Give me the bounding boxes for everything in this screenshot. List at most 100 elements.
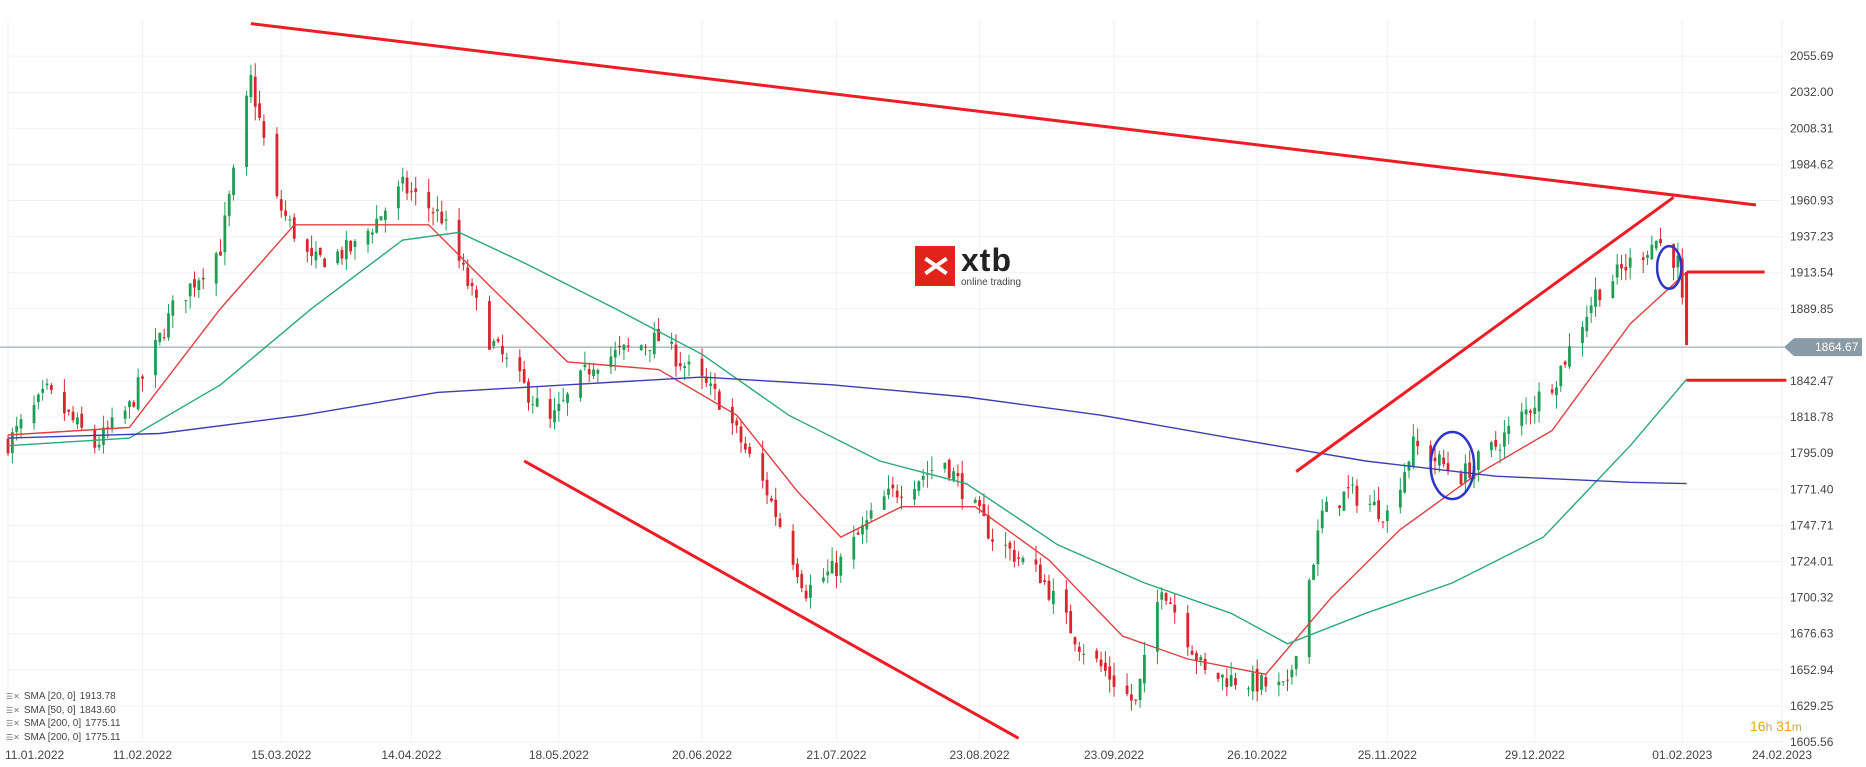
x-tick-label: 11.01.2022 <box>5 748 64 762</box>
x-tick-label: 24.02.2023 <box>1752 748 1812 762</box>
candle-body <box>427 192 431 209</box>
candle-body <box>1229 675 1233 687</box>
legend-label: SMA [50, 0] <box>23 704 76 716</box>
candle-body <box>414 188 418 192</box>
candle-body <box>1164 593 1168 601</box>
logo-word: xtb <box>961 242 1012 278</box>
settings-icon[interactable]: ☰✕ <box>6 719 20 728</box>
candle-body <box>245 95 248 168</box>
candle-body <box>93 429 97 448</box>
candle-body <box>466 267 470 286</box>
candle-body <box>739 426 743 443</box>
candle-body <box>141 376 144 379</box>
candle-body <box>1294 656 1298 670</box>
candle-body <box>1550 389 1554 393</box>
candle-body <box>826 571 830 576</box>
candle-body <box>1186 613 1190 648</box>
candle-body <box>258 103 261 118</box>
candle-body <box>123 410 127 419</box>
candle-body <box>683 366 687 369</box>
candle-body <box>639 345 643 351</box>
legend-item-sma200[interactable]: ☰✕ SMA [200, 0] 1775.11 <box>6 717 121 731</box>
legend-item-sma50[interactable]: ☰✕ SMA [50, 0] 1843.60 <box>6 704 121 718</box>
y-tick-label: 2008.31 <box>1790 121 1834 135</box>
candle-body <box>527 381 530 403</box>
candle-body <box>457 219 461 261</box>
x-tick-label: 14.04.2022 <box>381 748 441 762</box>
legend-item-sma200b[interactable]: ☰✕ SMA [200, 0] 1775.11 <box>6 731 121 745</box>
candle-body <box>1316 530 1320 565</box>
candle-body <box>1659 239 1662 244</box>
candle-body <box>835 562 838 577</box>
candle-body <box>49 385 53 391</box>
candle-body <box>1615 264 1619 278</box>
candle-body <box>1372 501 1376 506</box>
y-tick-label: 1771.40 <box>1790 482 1834 496</box>
legend-value: 1913.78 <box>79 691 116 702</box>
candle-body <box>1442 457 1446 465</box>
candle-body <box>67 409 71 412</box>
candle-body <box>1437 454 1441 466</box>
y-tick-label: 2055.69 <box>1790 49 1834 63</box>
candle-body <box>1320 510 1324 529</box>
candle-body <box>973 499 977 503</box>
candle-body <box>1047 580 1051 600</box>
candle-body <box>440 211 444 224</box>
candle-body <box>1169 602 1172 604</box>
candle-body <box>1307 580 1311 658</box>
candle-body <box>887 488 890 495</box>
candle-body <box>41 388 45 393</box>
candle-body <box>791 530 795 565</box>
candle-body <box>62 391 66 414</box>
y-tick-label: 1700.32 <box>1790 591 1834 605</box>
candle-body <box>735 420 739 426</box>
settings-icon[interactable]: ☰✕ <box>6 732 20 742</box>
candle-body <box>253 76 257 107</box>
candle-body <box>1563 361 1567 365</box>
candle-body <box>45 383 49 386</box>
candle-body <box>800 574 804 589</box>
highlight-circle-1 <box>1655 244 1683 291</box>
candle-body <box>644 346 647 348</box>
candle-body <box>32 404 36 424</box>
legend-item-sma20[interactable]: ☰✕ SMA [20, 0] 1913.78 <box>6 690 121 704</box>
x-tick-label: 20.06.2022 <box>672 748 732 762</box>
candle-body <box>1108 666 1112 680</box>
candle-body <box>292 217 296 239</box>
candle-body <box>1416 440 1420 447</box>
candle-body <box>1529 410 1532 413</box>
candle-body <box>193 279 196 288</box>
candle-body <box>535 398 539 407</box>
candle-body <box>1628 257 1632 268</box>
x-tick-label: 25.11.2022 <box>1358 748 1417 762</box>
trendline-0 <box>250 22 1757 207</box>
candle-body <box>700 358 704 376</box>
candle-body <box>262 121 266 138</box>
candle-body <box>310 248 314 256</box>
candle-body <box>462 262 465 265</box>
x-tick-label: 23.09.2022 <box>1084 748 1144 762</box>
candle-body <box>223 215 227 253</box>
sma-line-1 <box>7 231 1688 645</box>
candle-body <box>804 590 808 599</box>
candle-body <box>1260 675 1263 690</box>
y-tick-label: 2032.00 <box>1790 85 1834 99</box>
candle-body <box>1173 604 1177 613</box>
settings-icon[interactable]: ☰✕ <box>6 705 20 715</box>
candle-body <box>284 210 287 216</box>
candle-body <box>1403 471 1407 493</box>
timer-hours-unit: h <box>1765 720 1773 734</box>
candle-body <box>774 499 778 517</box>
candle-body <box>869 510 873 519</box>
y-tick-label: 1747.71 <box>1790 518 1834 532</box>
candle-body <box>882 496 886 510</box>
candle-body <box>618 345 621 347</box>
candle-body <box>670 341 674 344</box>
candle-body <box>1342 491 1346 511</box>
candle-body <box>1077 646 1081 652</box>
current-price-label: 1864.67 <box>1815 340 1859 354</box>
settings-icon[interactable]: ☰✕ <box>6 692 20 701</box>
candle-body <box>652 332 656 355</box>
candle-body <box>1411 436 1415 466</box>
candle-body <box>592 369 595 377</box>
